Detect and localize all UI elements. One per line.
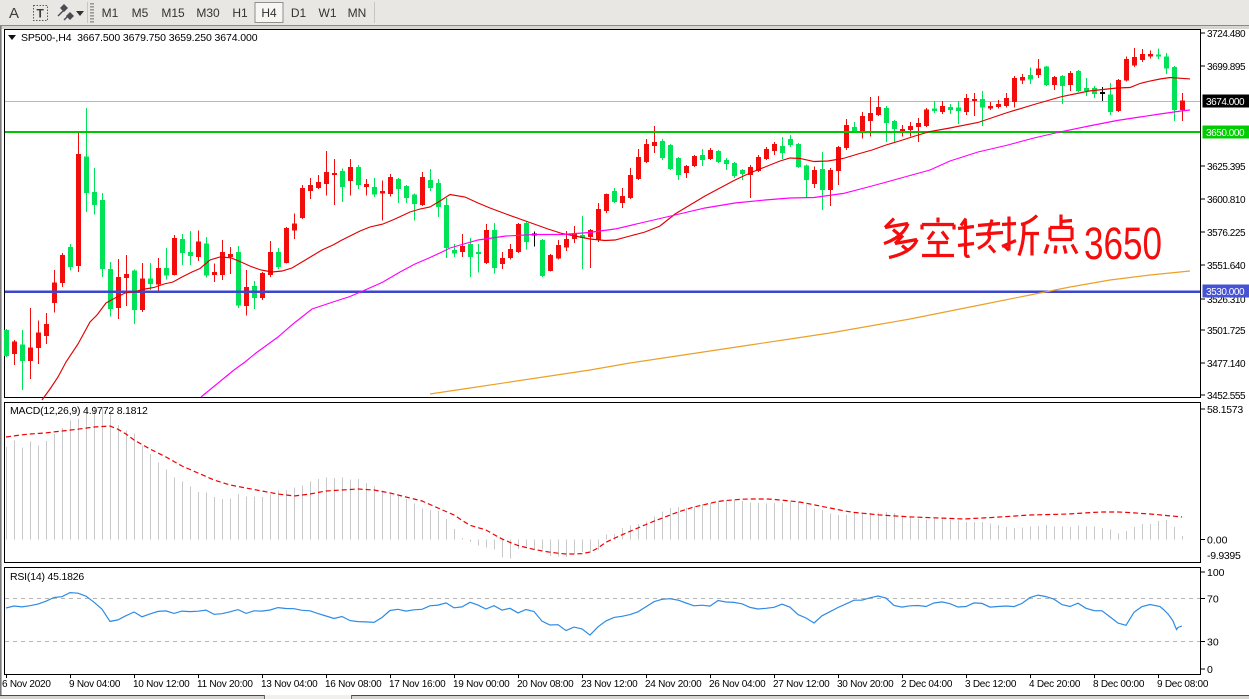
svg-text:H1: H1 (232, 6, 248, 20)
svg-text:2 Dec 04:00: 2 Dec 04:00 (901, 679, 953, 690)
svg-text:23 Nov 12:00: 23 Nov 12:00 (581, 679, 638, 690)
svg-text:MN: MN (348, 6, 367, 20)
svg-text:3526.310: 3526.310 (1207, 295, 1246, 306)
svg-text:26 Nov 04:00: 26 Nov 04:00 (709, 679, 766, 690)
svg-text:3501.725: 3501.725 (1207, 326, 1246, 337)
svg-text:M1: M1 (102, 6, 119, 20)
svg-text:4 Dec 20:00: 4 Dec 20:00 (1029, 679, 1081, 690)
svg-text:10 Nov 12:00: 10 Nov 12:00 (133, 679, 190, 690)
svg-text:3600.810: 3600.810 (1207, 195, 1246, 206)
svg-text:3625.395: 3625.395 (1207, 162, 1246, 173)
svg-text:M30: M30 (196, 6, 220, 20)
svg-text:0.00: 0.00 (1207, 535, 1228, 547)
svg-text:W1: W1 (319, 6, 337, 20)
svg-text:H4: H4 (261, 6, 277, 20)
svg-text:3674.000: 3674.000 (1206, 97, 1245, 108)
svg-text:6 Nov 2020: 6 Nov 2020 (2, 679, 51, 690)
svg-text:3576.225: 3576.225 (1207, 228, 1246, 239)
svg-text:3477.140: 3477.140 (1207, 359, 1246, 370)
svg-text:D1: D1 (291, 6, 307, 20)
svg-text:M15: M15 (161, 6, 185, 20)
svg-text:A: A (9, 5, 19, 22)
svg-text:100: 100 (1207, 567, 1225, 579)
svg-text:3530.000: 3530.000 (1206, 287, 1245, 298)
svg-text:24 Nov 20:00: 24 Nov 20:00 (645, 679, 702, 690)
svg-text:0: 0 (1207, 664, 1213, 676)
svg-text:70: 70 (1207, 593, 1219, 605)
svg-text:8 Dec 00:00: 8 Dec 00:00 (1093, 679, 1145, 690)
svg-text:9 Nov 04:00: 9 Nov 04:00 (69, 679, 121, 690)
svg-text:3 Dec 12:00: 3 Dec 12:00 (965, 679, 1017, 690)
svg-text:RSI(14) 45.1826: RSI(14) 45.1826 (10, 571, 84, 583)
svg-text:30: 30 (1207, 637, 1219, 649)
svg-text:3699.895: 3699.895 (1207, 62, 1246, 73)
svg-text:11 Nov 20:00: 11 Nov 20:00 (197, 679, 253, 690)
svg-text:30 Nov 20:00: 30 Nov 20:00 (837, 679, 894, 690)
svg-text:19 Nov 00:00: 19 Nov 00:00 (453, 679, 510, 690)
svg-text:M5: M5 (132, 6, 149, 20)
svg-text:58.1573: 58.1573 (1207, 404, 1243, 416)
svg-text:17 Nov 16:00: 17 Nov 16:00 (389, 679, 446, 690)
svg-text:-9.9395: -9.9395 (1207, 550, 1241, 562)
svg-text:SP500-,H4 3667.500 3679.750 3: SP500-,H4 3667.500 3679.750 3659.250 367… (21, 32, 258, 44)
svg-text:T: T (37, 7, 45, 21)
svg-text:16 Nov 08:00: 16 Nov 08:00 (325, 679, 382, 690)
svg-text:MACD(12,26,9) 4.9772 8.1812: MACD(12,26,9) 4.9772 8.1812 (10, 405, 148, 417)
svg-text:3650: 3650 (1084, 218, 1162, 269)
svg-text:3551.640: 3551.640 (1207, 261, 1246, 272)
svg-text:3724.480: 3724.480 (1207, 29, 1246, 40)
svg-text:9 Dec 08:00: 9 Dec 08:00 (1157, 679, 1209, 690)
svg-text:13 Nov 04:00: 13 Nov 04:00 (261, 679, 318, 690)
svg-text:27 Nov 12:00: 27 Nov 12:00 (773, 679, 830, 690)
svg-text:3650.000: 3650.000 (1206, 128, 1245, 139)
svg-text:20 Nov 08:00: 20 Nov 08:00 (517, 679, 574, 690)
svg-text:3452.555: 3452.555 (1207, 391, 1246, 402)
